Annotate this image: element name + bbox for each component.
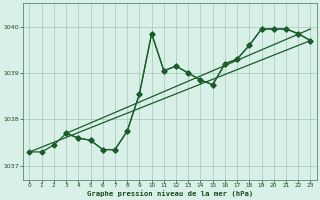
X-axis label: Graphe pression niveau de la mer (hPa): Graphe pression niveau de la mer (hPa) [87, 190, 253, 197]
